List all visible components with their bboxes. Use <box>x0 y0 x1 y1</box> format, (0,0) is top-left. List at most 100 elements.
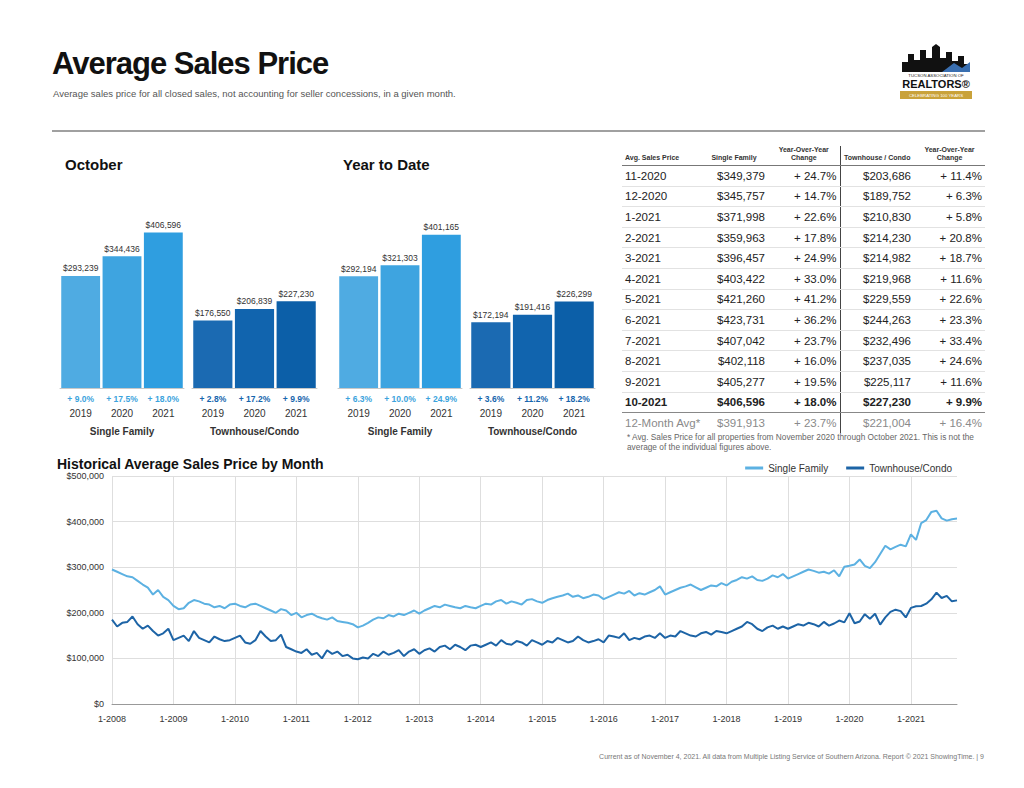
svg-text:1-2021: 1-2021 <box>897 714 925 724</box>
svg-text:$344,436: $344,436 <box>104 244 140 254</box>
svg-text:$406,596: $406,596 <box>146 220 182 230</box>
svg-text:$176,550: $176,550 <box>195 308 231 318</box>
svg-text:$500,000: $500,000 <box>66 471 104 481</box>
html-text:5-2021: 5-2021 <box>625 293 661 306</box>
svg-text:2019: 2019 <box>348 408 371 419</box>
html-text:+ 17.8%: + 17.8% <box>794 231 837 244</box>
html-text:11-2020: 11-2020 <box>625 169 667 182</box>
html-text:$421,260: $421,260 <box>717 293 765 306</box>
html-text:12-2020: 12-2020 <box>625 190 668 203</box>
html-text:$203,686: $203,686 <box>863 169 911 182</box>
html-text:$396,457: $396,457 <box>717 252 765 265</box>
html-text:Year-Over-Year Change: Year-Over-Year Change <box>924 146 975 161</box>
svg-text:1-2014: 1-2014 <box>467 714 495 724</box>
svg-text:Townhouse/Condo: Townhouse/Condo <box>210 426 299 437</box>
html-text:+ 11.4%: + 11.4% <box>940 169 982 182</box>
svg-text:Townhouse/Condo: Townhouse/Condo <box>869 463 952 474</box>
html-text:+ 24.7%: + 24.7% <box>794 169 837 182</box>
html-text:Year-Over-Year Change: Year-Over-Year Change <box>778 146 829 161</box>
html-text:$229,559: $229,559 <box>863 293 911 306</box>
svg-text:1-2009: 1-2009 <box>159 714 187 724</box>
svg-text:+ 18.0%: + 18.0% <box>148 394 180 404</box>
svg-text:1-2015: 1-2015 <box>528 714 556 724</box>
html-text:$189,752: $189,752 <box>863 190 911 203</box>
html-text:+ 41.2%: + 41.2% <box>794 293 837 306</box>
svg-text:1-2016: 1-2016 <box>590 714 618 724</box>
svg-text:Townhouse/Condo: Townhouse/Condo <box>488 426 577 437</box>
svg-text:2019: 2019 <box>480 408 503 419</box>
svg-text:1-2010: 1-2010 <box>221 714 249 724</box>
svg-text:+ 6.3%: + 6.3% <box>345 394 372 404</box>
html-text:$349,379: $349,379 <box>717 169 765 182</box>
html-text:$219,968: $219,968 <box>863 272 911 285</box>
svg-text:$0: $0 <box>94 699 104 709</box>
html-text:+ 33.0%: + 33.0% <box>794 272 837 285</box>
html-text:$359,963: $359,963 <box>717 231 765 244</box>
svg-text:2019: 2019 <box>202 408 225 419</box>
svg-text:$400,000: $400,000 <box>66 517 104 527</box>
svg-text:$191,416: $191,416 <box>515 302 551 312</box>
svg-text:1-2017: 1-2017 <box>651 714 679 724</box>
html-text:2-2021: 2-2021 <box>625 231 661 244</box>
svg-text:+ 24.9%: + 24.9% <box>426 394 458 404</box>
svg-text:+ 18.2%: + 18.2% <box>558 394 590 404</box>
html-text:+ 14.7%: + 14.7% <box>794 190 837 203</box>
svg-text:REALTORS®: REALTORS® <box>902 78 970 90</box>
svg-text:2020: 2020 <box>243 408 266 419</box>
svg-text:+ 10.0%: + 10.0% <box>384 394 416 404</box>
svg-text:$227,230: $227,230 <box>278 289 314 299</box>
svg-text:+ 11.2%: + 11.2% <box>517 394 548 404</box>
svg-text:2021: 2021 <box>430 408 453 419</box>
html-text:$214,230: $214,230 <box>863 231 911 244</box>
svg-text:October: October <box>65 156 123 173</box>
html-text:* Avg. Sales Price for all pro: * Avg. Sales Price for all properties fr… <box>627 432 974 452</box>
svg-text:1-2018: 1-2018 <box>713 714 741 724</box>
html-text:+ 24.9%: + 24.9% <box>794 252 837 265</box>
svg-text:1-2020: 1-2020 <box>835 714 863 724</box>
svg-text:2021: 2021 <box>563 408 586 419</box>
svg-text:$401,165: $401,165 <box>424 222 460 232</box>
html-text:3-2021: 3-2021 <box>625 252 661 265</box>
svg-text:$200,000: $200,000 <box>66 608 104 618</box>
svg-text:CELEBRATING 100 YEARS: CELEBRATING 100 YEARS <box>909 93 963 98</box>
svg-text:1-2008: 1-2008 <box>98 714 126 724</box>
svg-text:2021: 2021 <box>285 408 308 419</box>
svg-text:$300,000: $300,000 <box>66 562 104 572</box>
html-text:+ 18.7%: + 18.7% <box>939 252 982 265</box>
html-text:Average Sales Price: Average Sales Price <box>52 46 329 81</box>
svg-text:1-2011: 1-2011 <box>283 714 310 724</box>
svg-text:1-2019: 1-2019 <box>774 714 802 724</box>
svg-text:1-2013: 1-2013 <box>405 714 433 724</box>
svg-text:+ 3.6%: + 3.6% <box>477 394 504 404</box>
svg-text:+ 17.5%: + 17.5% <box>106 394 138 404</box>
svg-text:2020: 2020 <box>111 408 134 419</box>
svg-text:$100,000: $100,000 <box>66 653 104 663</box>
svg-text:2020: 2020 <box>521 408 544 419</box>
svg-text:+ 2.8%: + 2.8% <box>199 394 226 404</box>
svg-text:$226,299: $226,299 <box>556 289 592 299</box>
svg-text:Year to Date: Year to Date <box>343 156 430 173</box>
html-text:$403,422: $403,422 <box>717 272 765 285</box>
svg-text:+ 9.9%: + 9.9% <box>283 394 310 404</box>
html-text:4-2021: 4-2021 <box>625 272 661 285</box>
svg-text:$172,194: $172,194 <box>473 310 509 320</box>
svg-text:+ 9.0%: + 9.0% <box>67 394 94 404</box>
svg-text:Single Family: Single Family <box>90 426 155 437</box>
html-text:$214,982: $214,982 <box>863 252 911 265</box>
svg-text:1-2012: 1-2012 <box>344 714 372 724</box>
svg-text:$292,194: $292,194 <box>341 264 377 274</box>
html-text:$345,757: $345,757 <box>717 190 765 203</box>
svg-text:2020: 2020 <box>389 408 412 419</box>
svg-text:$206,839: $206,839 <box>237 296 273 306</box>
html-text:+ 6.3%: + 6.3% <box>945 190 982 203</box>
svg-text:+ 17.2%: + 17.2% <box>239 394 271 404</box>
svg-text:Historical Average Sales Price: Historical Average Sales Price by Month <box>57 456 324 472</box>
svg-text:$293,239: $293,239 <box>63 263 99 273</box>
html-text:+ 11.6%: + 11.6% <box>940 272 982 285</box>
svg-text:Single Family: Single Family <box>368 426 433 437</box>
svg-text:$321,303: $321,303 <box>382 253 418 263</box>
svg-text:Single Family: Single Family <box>768 463 828 474</box>
svg-text:2019: 2019 <box>70 408 93 419</box>
svg-text:2021: 2021 <box>152 408 175 419</box>
html-text:+ 20.8%: + 20.8% <box>939 231 982 244</box>
